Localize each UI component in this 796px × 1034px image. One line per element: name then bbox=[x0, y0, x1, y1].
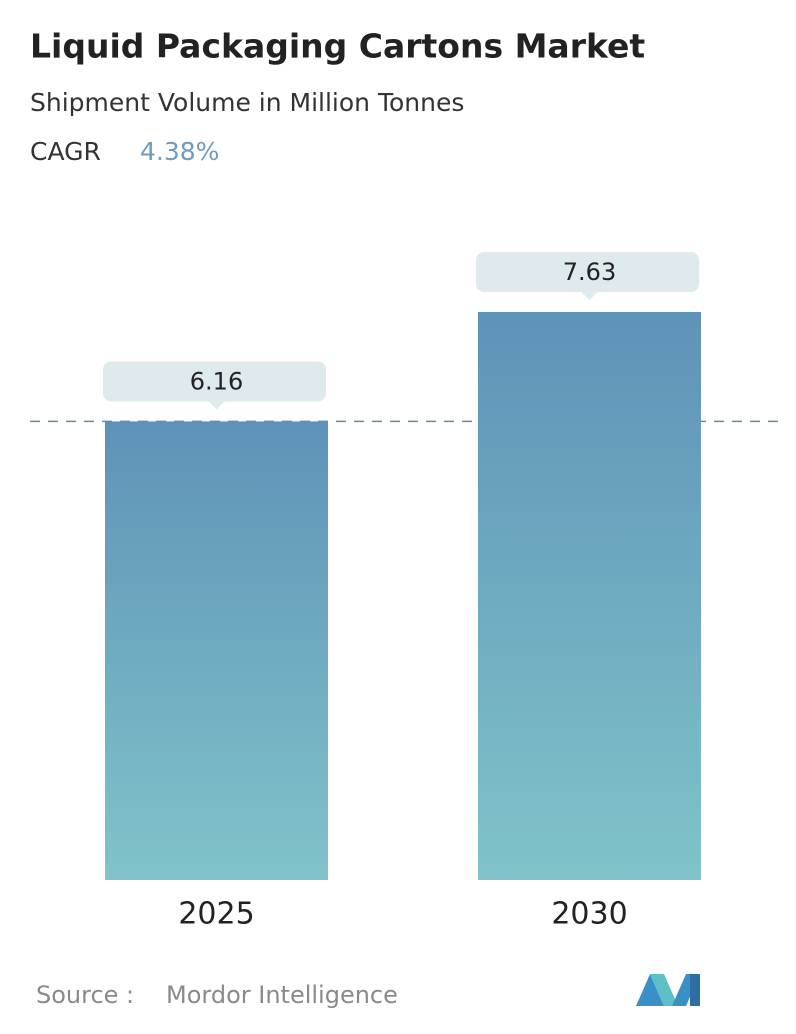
value-label-pointer bbox=[208, 401, 225, 410]
value-label: 7.63 bbox=[563, 258, 616, 286]
source: Mordor Intelligence bbox=[166, 981, 398, 1009]
cagr-label: CAGR bbox=[30, 137, 101, 166]
x-tick-label: 2025 bbox=[178, 897, 254, 932]
bar bbox=[478, 312, 701, 880]
value-label-box bbox=[103, 361, 326, 402]
value-label-box bbox=[476, 252, 699, 292]
logo bbox=[636, 974, 700, 1006]
source-label: Source : bbox=[36, 981, 134, 1009]
cagr-value: 4.38% bbox=[140, 137, 219, 166]
value-label-pointer bbox=[581, 292, 598, 300]
x-tick-label: 2030 bbox=[551, 897, 627, 932]
chart-title: Liquid Packaging Cartons Market bbox=[30, 27, 645, 66]
value-label: 6.16 bbox=[190, 367, 243, 395]
chart-subtitle: Shipment Volume in Million Tonnes bbox=[30, 88, 464, 117]
bar bbox=[105, 421, 328, 880]
plot-area: 6.16 2025 7.63 2030 bbox=[30, 252, 782, 932]
